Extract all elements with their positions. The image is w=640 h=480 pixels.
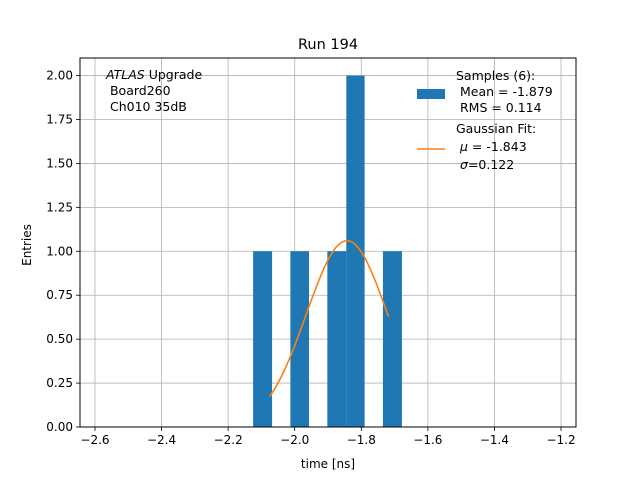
legend-fit-sigma: σ=0.122 — [460, 157, 514, 172]
legend-samples-line: Samples (6): — [456, 68, 535, 83]
y-tick-label: 1.50 — [46, 156, 73, 170]
histogram-bar — [382, 251, 402, 427]
upgrade-label: Upgrade — [145, 67, 203, 82]
y-tick-label: 0.75 — [46, 288, 73, 302]
gaussian-fit — [269, 239, 390, 397]
x-tick-label: −2.4 — [147, 433, 176, 447]
sigma-symbol: σ — [460, 157, 469, 172]
gaussian-fit-curve — [269, 239, 390, 397]
chart-title: Run 194 — [298, 37, 358, 53]
atlas-annotation: ATLAS Upgrade Board260 Ch010 35dB — [105, 67, 202, 114]
x-tick-label: −1.4 — [480, 433, 509, 447]
x-axis-label: time [ns] — [301, 457, 355, 471]
y-tick-label: 1.25 — [46, 200, 73, 214]
y-tick-label: 0.00 — [46, 420, 73, 434]
mu-symbol: μ — [459, 139, 468, 154]
atlas-label: ATLAS — [105, 67, 145, 82]
annotation-line-3: Ch010 35dB — [106, 99, 187, 114]
histogram-bar — [290, 251, 310, 427]
plot-frame — [79, 57, 577, 428]
annotation-line-1: ATLAS Upgrade — [105, 67, 202, 82]
histogram-bar — [253, 251, 273, 427]
x-tick-label: −2.0 — [280, 433, 309, 447]
annotation-line-2: Board260 — [106, 83, 171, 98]
y-tick-label: 0.25 — [46, 376, 73, 390]
legend-histogram-swatch — [417, 89, 445, 99]
legend-rms-line: RMS = 0.114 — [456, 100, 542, 115]
x-tick-label: −1.6 — [413, 433, 442, 447]
axis-ticks: −2.6 −2.4 −2.2 −2.0 −1.8 −1.6 −1.4 −1.2 0.00 0.25… — [46, 69, 575, 447]
legend-fit-title: Gaussian Fit: — [456, 121, 536, 136]
mu-value: = -1.843 — [468, 139, 527, 154]
histogram-bar — [327, 251, 347, 427]
sigma-value: =0.122 — [468, 157, 514, 172]
y-tick-label: 1.00 — [46, 244, 73, 258]
legend: Samples (6): Mean = -1.879 RMS = 0.114 G… — [417, 68, 553, 172]
y-axis-label: Entries — [20, 224, 34, 266]
legend-mean-line: Mean = -1.879 — [456, 84, 553, 99]
legend-fit-mu: μ = -1.843 — [459, 139, 527, 154]
x-tick-label: −2.6 — [80, 433, 109, 447]
x-tick-label: −1.8 — [347, 433, 376, 447]
histogram-bars — [253, 75, 402, 428]
x-tick-label: −2.2 — [214, 433, 243, 447]
y-tick-label: 1.75 — [46, 113, 73, 127]
y-tick-label: 0.50 — [46, 332, 73, 346]
x-tick-label: −1.2 — [546, 433, 575, 447]
y-tick-label: 2.00 — [46, 69, 73, 83]
histogram-bar — [346, 75, 365, 428]
